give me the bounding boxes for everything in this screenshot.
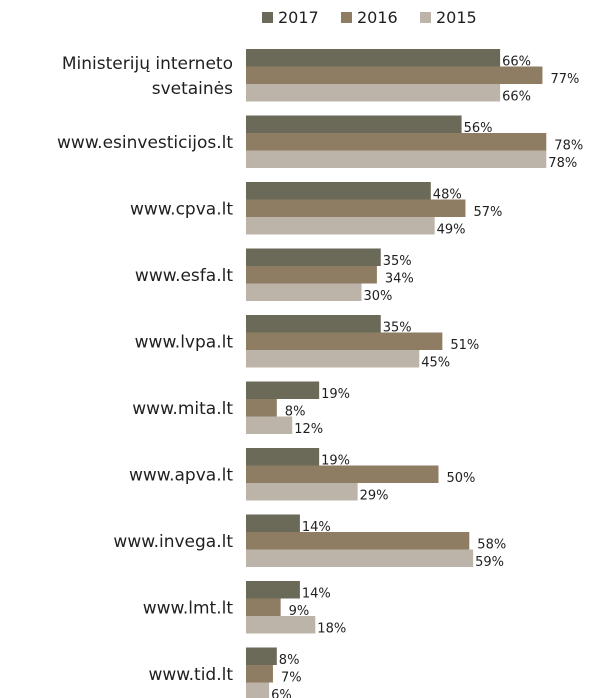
value-label-2015: 29% xyxy=(360,489,389,504)
category-label: www.lmt.lt xyxy=(143,598,234,618)
value-label-2016: 9% xyxy=(289,604,310,619)
bar-2017 xyxy=(246,448,320,466)
legend-label-2017: 2017 xyxy=(278,8,319,27)
bars xyxy=(246,49,547,698)
bar-2016 xyxy=(246,66,543,84)
category-label: www.mita.lt xyxy=(132,399,233,419)
value-label-2015: 59% xyxy=(475,555,504,570)
bar-2016 xyxy=(246,665,273,683)
bar-2015 xyxy=(246,483,358,501)
bar-2016 xyxy=(246,399,277,417)
value-label-2016: 7% xyxy=(281,671,302,686)
value-label-2015: 49% xyxy=(437,223,466,238)
value-label-2015: 6% xyxy=(271,688,292,698)
value-labels: 66% 77% 66% 56% 78% 78% 48% 57% 49% 35% 34% 30% 35% 5… xyxy=(271,55,583,698)
value-label-2016: 51% xyxy=(450,338,479,353)
value-label-2015: 66% xyxy=(502,90,531,105)
bar-2017 xyxy=(246,647,277,665)
bar-2016 xyxy=(246,199,466,217)
category-label: www.tid.lt xyxy=(148,665,233,685)
value-label-2015: 78% xyxy=(548,156,577,171)
bar-2015 xyxy=(246,682,270,698)
category-label: www.esfa.lt xyxy=(135,266,233,286)
bar-2015 xyxy=(246,84,501,102)
value-label-2015: 45% xyxy=(421,356,450,371)
bar-2016 xyxy=(246,332,443,350)
bar-2016 xyxy=(246,266,377,284)
bar-2016 xyxy=(246,465,439,483)
bar-2016 xyxy=(246,532,470,550)
category-label: www.lvpa.lt xyxy=(135,332,234,352)
bar-2015 xyxy=(246,217,435,235)
category-label: www.cpva.lt xyxy=(130,199,233,219)
bar-2017 xyxy=(246,248,381,266)
value-label-2017: 48% xyxy=(433,188,462,203)
bar-2015 xyxy=(246,549,474,567)
value-label-2016: 58% xyxy=(477,538,506,553)
category-label: www.invega.lt xyxy=(113,532,233,552)
value-label-2017: 19% xyxy=(321,387,350,402)
value-label-2016: 8% xyxy=(285,405,306,420)
bar-2017 xyxy=(246,315,381,333)
bar-2017 xyxy=(246,182,431,200)
value-label-2017: 8% xyxy=(279,653,300,668)
value-label-2017: 35% xyxy=(383,254,412,269)
value-label-2016: 34% xyxy=(385,272,414,287)
bar-2015 xyxy=(246,350,420,368)
value-label-2017: 19% xyxy=(321,454,350,469)
bar-2017 xyxy=(246,514,300,532)
category-label: www.esinvesticijos.lt xyxy=(57,133,233,153)
bar-2017 xyxy=(246,115,462,133)
category-labels: Ministerijų interneto svetainės www.esinve… xyxy=(57,54,233,685)
value-label-2015: 18% xyxy=(317,622,346,637)
bar-2015 xyxy=(246,283,362,301)
bar-2017 xyxy=(246,581,300,599)
bar-2015 xyxy=(246,616,316,634)
bar-2017 xyxy=(246,49,501,67)
bar-2015 xyxy=(246,416,293,434)
value-label-2017: 14% xyxy=(302,587,331,602)
value-label-2016: 77% xyxy=(550,72,579,87)
category-label: Ministerijų interneto svetainės xyxy=(62,54,233,99)
bar-2015 xyxy=(246,150,547,168)
bar-2016 xyxy=(246,133,547,151)
value-label-2015: 30% xyxy=(364,289,393,304)
legend-swatch-2017 xyxy=(262,12,273,23)
value-label-2016: 57% xyxy=(473,205,502,220)
category-label: www.apva.lt xyxy=(129,465,233,485)
value-label-2017: 14% xyxy=(302,520,331,535)
legend-label-2016: 2016 xyxy=(357,8,398,27)
bar-2017 xyxy=(246,381,320,399)
value-label-2017: 56% xyxy=(464,121,493,136)
legend: 2017 2016 2015 xyxy=(262,8,477,27)
value-label-2016: 50% xyxy=(447,471,476,486)
value-label-2017: 66% xyxy=(502,55,531,70)
value-label-2017: 35% xyxy=(383,321,412,336)
bar-2016 xyxy=(246,598,281,616)
value-label-2016: 78% xyxy=(554,139,583,154)
value-label-2015: 12% xyxy=(294,422,323,437)
legend-label-2015: 2015 xyxy=(436,8,477,27)
legend-swatch-2015 xyxy=(420,12,431,23)
legend-swatch-2016 xyxy=(341,12,352,23)
